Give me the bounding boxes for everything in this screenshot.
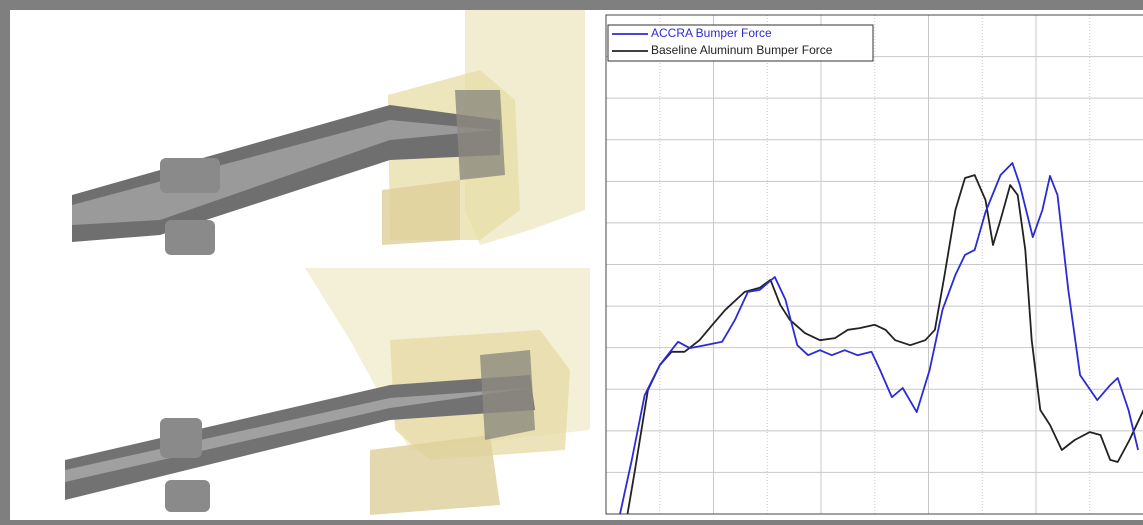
crash-box (382, 180, 460, 245)
bracket (165, 480, 210, 512)
legend-label: Baseline Aluminum Bumper Force (651, 43, 833, 57)
chart: ACCRA Bumper Force Baseline Aluminum Bump… (590, 10, 1143, 520)
bumper-renders (10, 10, 590, 520)
legend-label: ACCRA Bumper Force (651, 26, 772, 40)
series-line (620, 163, 1138, 514)
bracket (455, 90, 505, 180)
bracket (160, 158, 220, 193)
chart-panel: ACCRA Bumper Force Baseline Aluminum Bump… (590, 10, 1143, 520)
page: {"chart_data": {"type": "line", "xlim": … (0, 0, 1143, 520)
bracket (160, 418, 202, 458)
bracket (480, 350, 535, 440)
crash-box (370, 435, 500, 515)
render-panel (10, 10, 590, 520)
bracket (165, 220, 215, 255)
